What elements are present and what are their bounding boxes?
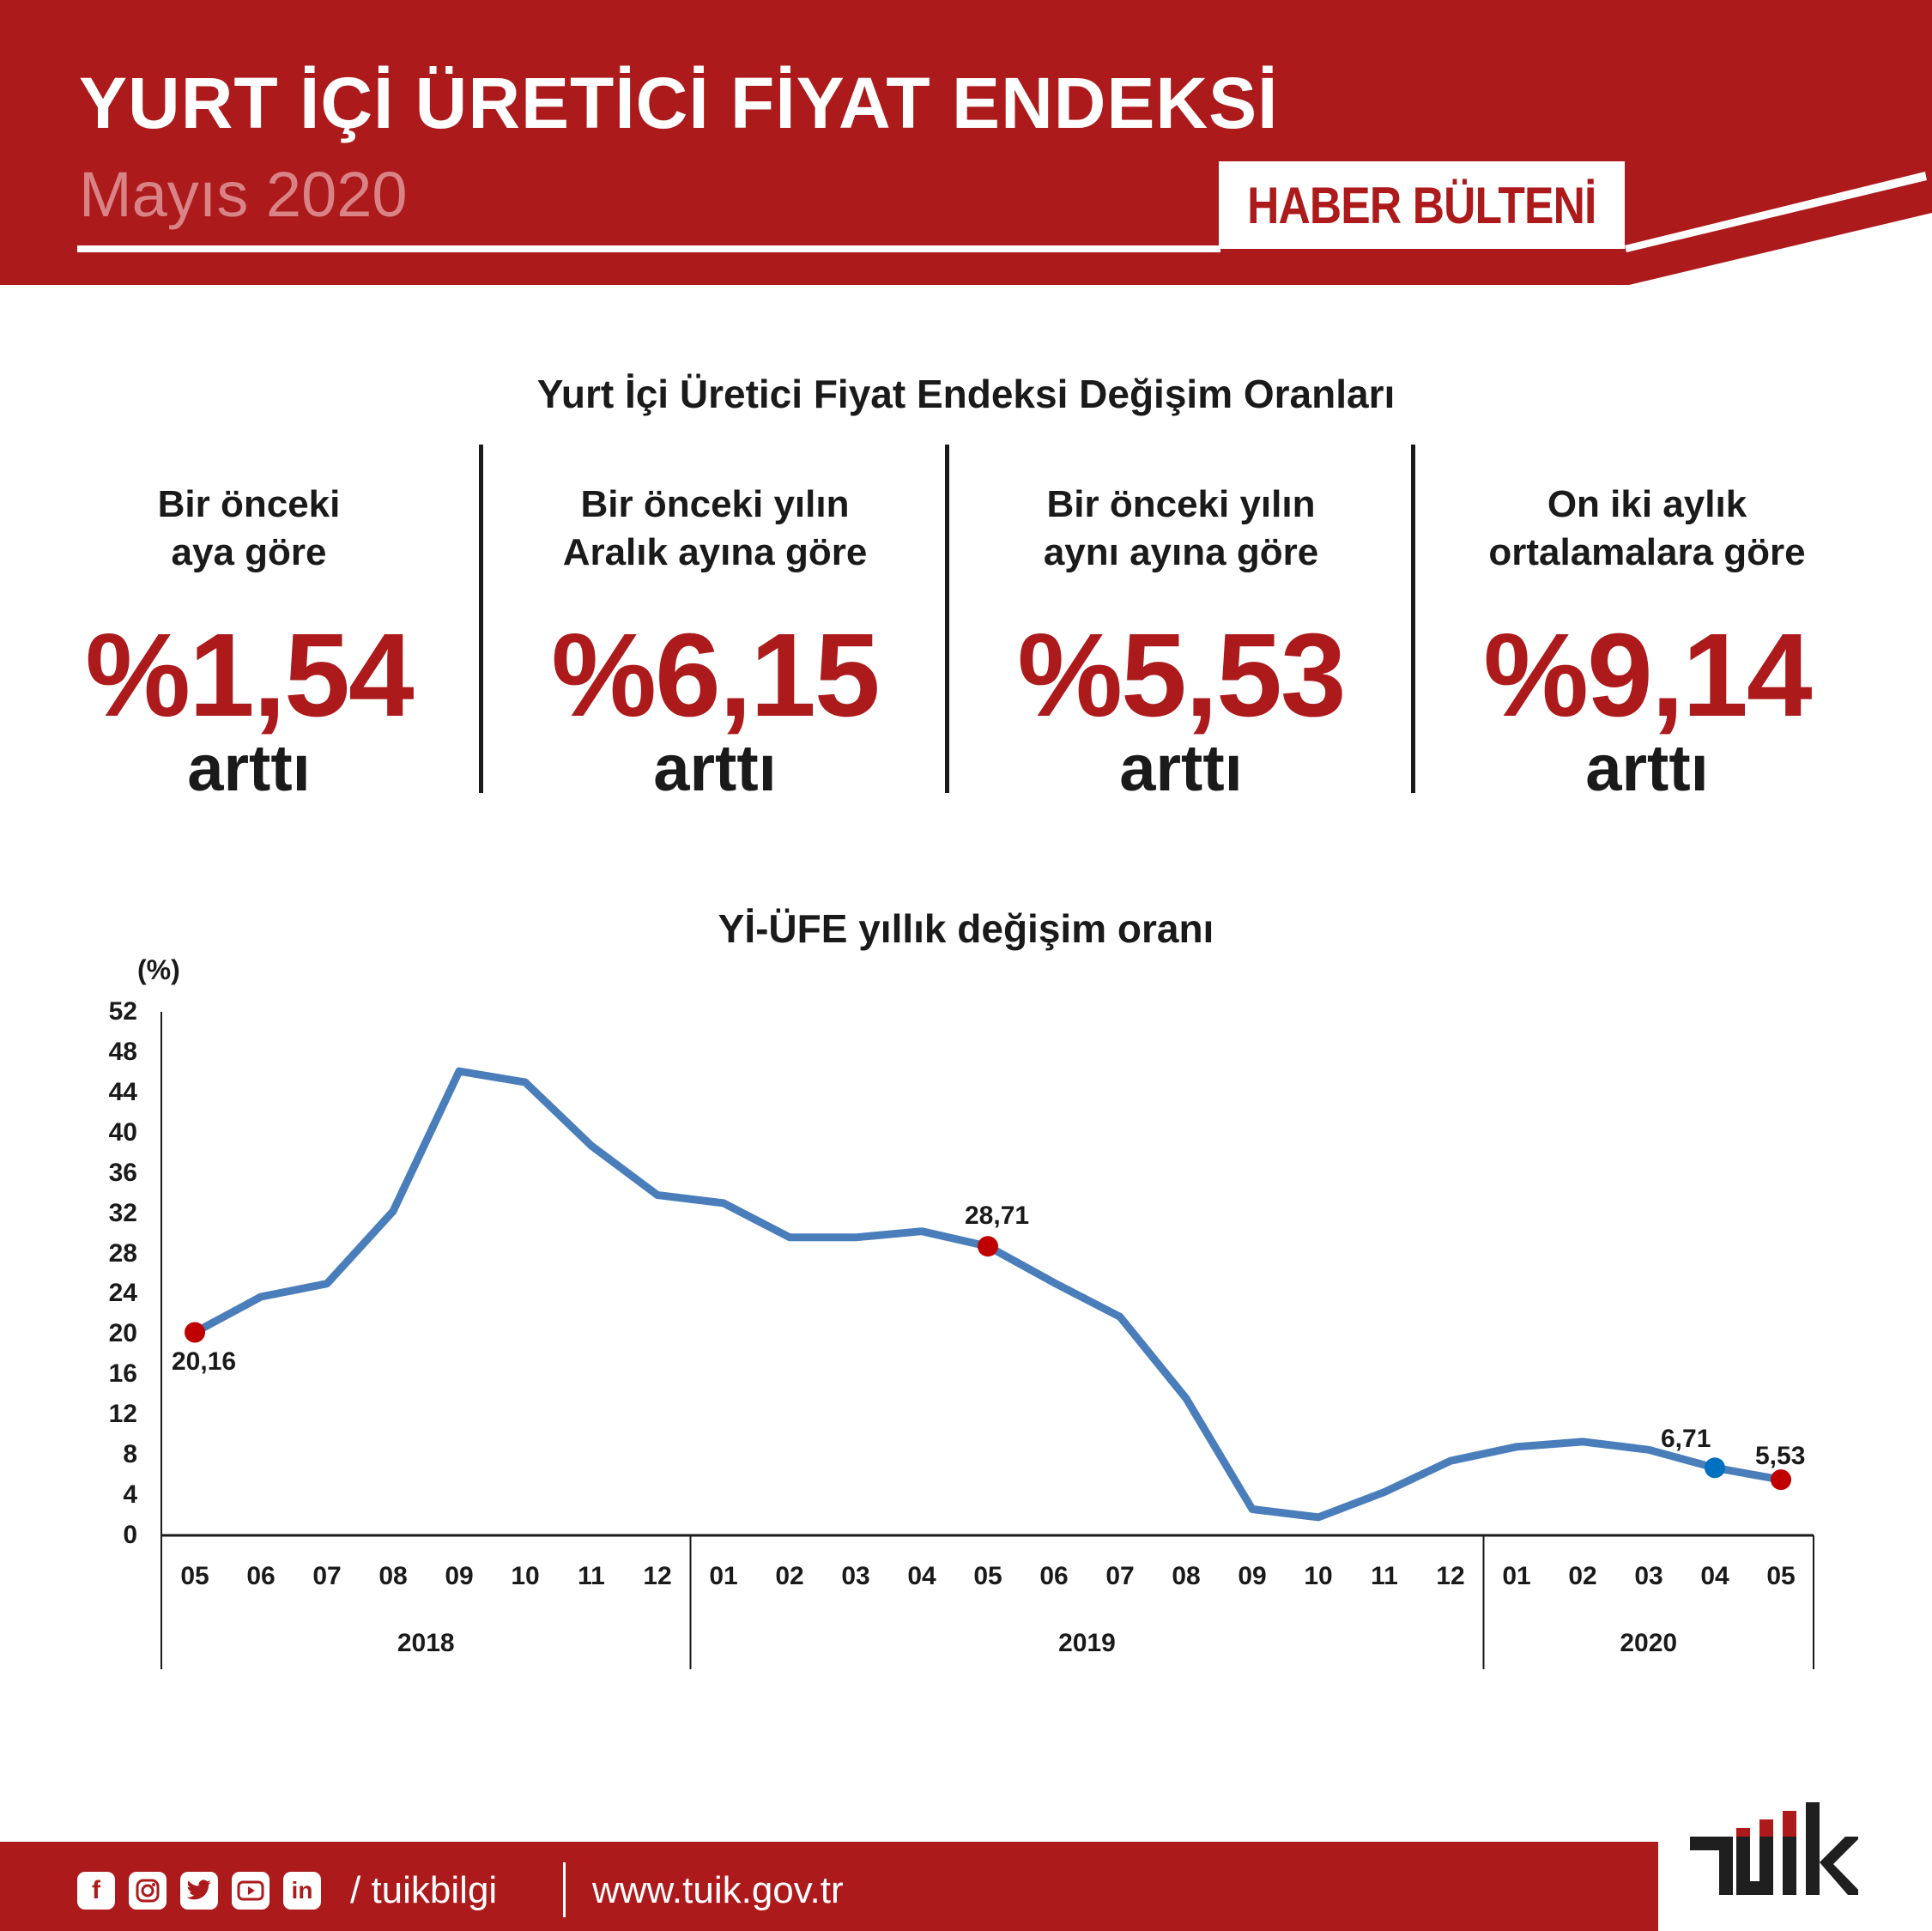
page-title: YURT İÇİ ÜRETİCİ FİYAT ENDEKSİ (79, 63, 1279, 143)
y-tick-label: 0 (123, 1521, 137, 1549)
x-year-label: 2019 (1058, 1629, 1116, 1657)
summary-card-monthly: Bir önceki aya göre %1,54 arttı (17, 481, 481, 802)
instagram-icon[interactable] (129, 1872, 167, 1910)
card-direction: arttı (1119, 732, 1243, 805)
data-label-2019-05: 28,71 (965, 1202, 1030, 1230)
x-tick-label: 02 (1568, 1562, 1597, 1590)
card-value: %1,54 (85, 609, 414, 742)
x-tick-label: 11 (1371, 1562, 1398, 1590)
y-axis-unit: (%) (137, 954, 180, 985)
x-tick-label: 09 (445, 1562, 474, 1590)
column-divider (479, 445, 483, 793)
y-tick-label: 20 (108, 1319, 137, 1348)
x-tick-label: 08 (379, 1562, 408, 1590)
x-tick-label: 12 (1436, 1562, 1465, 1590)
x-tick-label: 12 (643, 1562, 672, 1590)
x-tick-label: 06 (1039, 1562, 1069, 1590)
card-label-line2: Aralık ayına göre (562, 531, 868, 573)
x-tick-label: 05 (973, 1562, 1002, 1590)
y-tick-label: 24 (108, 1279, 137, 1308)
x-year-label: 2018 (397, 1629, 455, 1657)
x-tick-label: 03 (841, 1562, 870, 1590)
y-tick-label: 8 (123, 1440, 137, 1469)
y-tick-label: 32 (108, 1198, 137, 1227)
x-tick-label: 11 (578, 1562, 605, 1590)
x-tick-label: 10 (511, 1562, 540, 1590)
y-tick-label: 12 (108, 1400, 137, 1429)
card-label-line2: aynı ayına göre (1043, 531, 1319, 573)
x-tick-label: 07 (1105, 1562, 1135, 1590)
x-year-label: 2020 (1620, 1629, 1678, 1657)
x-tick-label: 07 (312, 1562, 342, 1590)
footer-bar (0, 1842, 1658, 1931)
card-label-line1: Bir önceki yılın (1046, 483, 1316, 525)
y-tick-label: 52 (108, 997, 137, 1026)
card-value: %9,14 (1483, 609, 1812, 742)
x-tick-label: 01 (1502, 1562, 1531, 1590)
card-label-line1: Bir önceki yılın (580, 483, 850, 525)
twitter-icon[interactable] (180, 1872, 218, 1910)
card-label-line2: aya göre (171, 531, 327, 573)
y-tick-label: 36 (108, 1158, 137, 1187)
data-point-marker (978, 1236, 998, 1257)
social-handle[interactable]: / tuikbilgi (350, 1869, 498, 1911)
card-label-line1: On iki aylık (1547, 483, 1747, 525)
summary-title: Yurt İçi Üretici Fiyat Endeksi Değişim O… (536, 372, 1396, 416)
x-tick-label: 01 (709, 1562, 738, 1590)
card-direction: arttı (653, 732, 777, 805)
summary-card-yoy: Bir önceki yılın aynı ayına göre %5,53 a… (949, 481, 1413, 802)
x-tick-label: 06 (246, 1562, 276, 1590)
card-label-line1: Bir önceki (157, 483, 341, 525)
y-tick-label: 28 (108, 1238, 137, 1268)
x-tick-label: 02 (775, 1562, 804, 1590)
data-label-2020-04: 6,71 (1661, 1425, 1711, 1453)
card-direction: arttı (1585, 732, 1709, 805)
card-value: %5,53 (1017, 609, 1346, 742)
y-tick-label: 44 (108, 1077, 137, 1106)
line-chart-plot (160, 1012, 1814, 1669)
chart-title: Yİ-ÜFE yıllık değişim oranı (718, 906, 1214, 951)
period-label: Mayıs 2020 (79, 159, 408, 230)
data-point-marker (185, 1322, 205, 1343)
x-tick-label: 03 (1634, 1562, 1663, 1590)
y-tick-label: 16 (108, 1359, 137, 1389)
data-label-2018-05: 20,16 (172, 1347, 237, 1376)
badge-label: HABER BÜLTENİ (1247, 176, 1596, 234)
data-point-marker (1705, 1457, 1725, 1479)
data-point-marker (1771, 1469, 1791, 1491)
summary-card-ytd: Bir önceki yılın Aralık ayına göre %6,15… (483, 481, 947, 802)
x-tick-label: 10 (1304, 1562, 1333, 1590)
summary-card-12m-avg: On iki aylık ortalamalara göre %9,14 art… (1415, 481, 1879, 802)
y-tick-label: 48 (108, 1037, 137, 1066)
y-tick-label: 40 (108, 1117, 137, 1147)
card-label-line2: ortalamalara göre (1488, 531, 1806, 573)
column-divider (945, 445, 949, 793)
x-tick-label: 04 (1700, 1562, 1729, 1590)
x-tick-label: 05 (1766, 1562, 1796, 1590)
year-dividers (689, 1535, 1814, 1669)
website-link[interactable]: www.tuik.gov.tr (592, 1869, 844, 1911)
x-tick-label: 09 (1238, 1562, 1267, 1590)
y-tick-label: 4 (123, 1480, 137, 1510)
column-divider (1411, 445, 1415, 793)
x-tick-label: 08 (1172, 1562, 1201, 1590)
tuik-logo (1690, 1802, 1858, 1895)
data-label-2020-05: 5,53 (1755, 1442, 1806, 1470)
x-tick-label: 05 (180, 1562, 209, 1590)
facebook-icon[interactable]: f (77, 1872, 115, 1910)
series-line (192, 1067, 1782, 1522)
x-tick-label: 04 (907, 1562, 936, 1590)
card-value: %6,15 (551, 609, 880, 742)
footer-divider (563, 1862, 566, 1917)
youtube-icon[interactable] (232, 1872, 270, 1910)
news-bulletin-badge: HABER BÜLTENİ (1219, 161, 1625, 249)
card-direction: arttı (187, 732, 311, 805)
linkedin-icon[interactable]: in (283, 1872, 321, 1910)
highlight-markers (185, 1236, 1791, 1491)
